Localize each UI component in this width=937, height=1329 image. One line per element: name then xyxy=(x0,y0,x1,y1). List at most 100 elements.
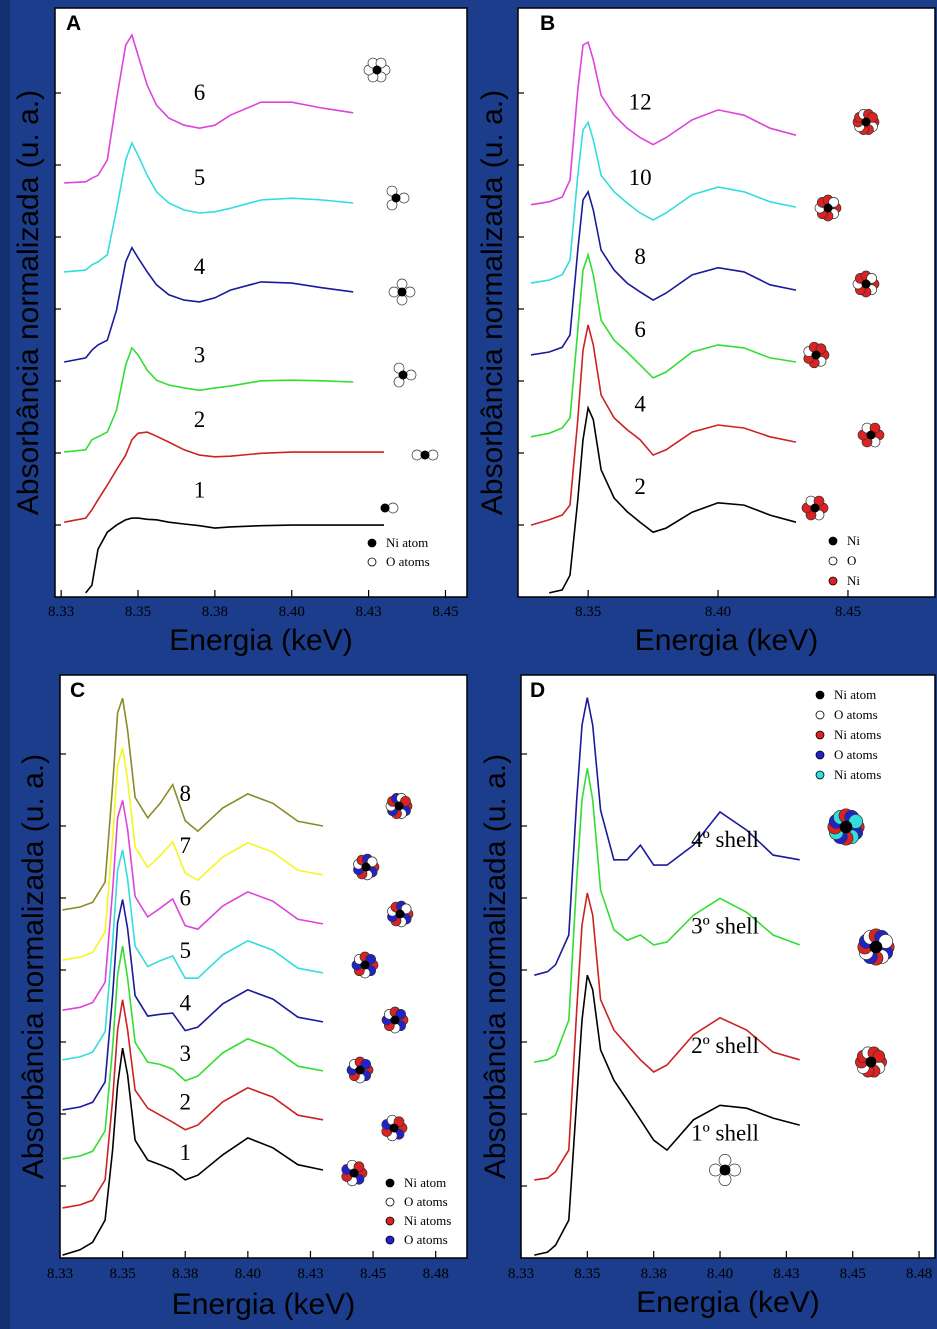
spectrum-line xyxy=(64,33,354,184)
atom xyxy=(361,862,371,872)
legend-marker xyxy=(385,1178,395,1188)
atom xyxy=(353,1161,365,1173)
atom xyxy=(811,350,821,360)
x-axis-label: Energia (keV) xyxy=(635,624,818,657)
panel-label: C xyxy=(70,679,85,702)
legend-label: Ni atoms xyxy=(404,1213,451,1228)
spectrum-line xyxy=(534,892,800,1181)
x-tick-label: 8.43 xyxy=(773,1266,799,1282)
atom xyxy=(389,1123,399,1133)
spectrum-line xyxy=(64,346,354,453)
cluster-icon xyxy=(709,1154,741,1186)
atom xyxy=(395,909,405,919)
atom xyxy=(718,1173,732,1186)
legend-label: O atoms xyxy=(404,1232,448,1247)
x-axis-label: Energia (keV) xyxy=(169,624,352,657)
legend-marker xyxy=(815,770,825,780)
spectrum-line xyxy=(64,245,354,363)
atom xyxy=(400,795,411,807)
atom xyxy=(397,287,407,297)
x-axis-label: Energia (keV) xyxy=(172,1288,355,1321)
curve-label: 7 xyxy=(179,833,191,858)
panel-label: A xyxy=(66,12,81,35)
legend-marker xyxy=(367,557,377,567)
x-tick-label: 8.40 xyxy=(235,1266,261,1282)
cluster-icon xyxy=(855,1046,887,1078)
legend-label: Ni xyxy=(847,573,860,588)
x-tick-label: 8.45 xyxy=(835,604,861,620)
x-tick-label: 8.35 xyxy=(109,1266,135,1282)
curve-label: 2º shell xyxy=(691,1033,759,1058)
atom xyxy=(390,1015,400,1025)
cluster-icon xyxy=(381,1114,408,1142)
spectrum-line xyxy=(62,999,324,1209)
legend-marker xyxy=(815,710,825,720)
cluster-icon xyxy=(814,194,842,222)
panel-label: B xyxy=(540,12,555,35)
curve-label: 6 xyxy=(194,80,206,105)
spectrum-line xyxy=(530,251,797,438)
legend-label: Ni atom xyxy=(834,687,876,702)
y-axis-label: Absorbância normalizada (u. a.) xyxy=(476,90,509,515)
curve-label: 8 xyxy=(634,244,646,269)
spectrum-line xyxy=(62,899,324,1111)
cluster-icon xyxy=(857,422,885,448)
cluster-icon xyxy=(353,853,380,881)
cluster-icon xyxy=(341,1159,368,1187)
cluster-icon xyxy=(386,185,410,211)
cluster-icon xyxy=(351,951,379,979)
spectrum-line xyxy=(62,945,324,1160)
y-axis-label: Absorbância normalizada (u. a.) xyxy=(12,90,45,515)
atom xyxy=(865,1056,877,1068)
curve-label: 3º shell xyxy=(691,913,759,938)
legend-marker xyxy=(815,750,825,760)
legend-marker xyxy=(385,1216,395,1226)
spectrum-line xyxy=(64,140,354,273)
legend-marker xyxy=(815,730,825,740)
x-tick-label: 8.38 xyxy=(641,1266,667,1282)
cluster-icon xyxy=(380,502,399,514)
x-tick-label: 8.40 xyxy=(705,604,731,620)
spectrum-line xyxy=(549,405,797,594)
atom xyxy=(839,820,853,834)
spectrum-line xyxy=(62,849,324,1061)
y-axis-label: Absorbância normalizada (u. a.) xyxy=(17,754,50,1179)
atom xyxy=(372,65,382,75)
x-tick-label: 8.38 xyxy=(202,604,228,620)
cluster-icon xyxy=(381,1006,409,1034)
cluster-icon xyxy=(827,808,865,846)
legend-marker xyxy=(815,690,825,700)
x-tick-label: 8.48 xyxy=(906,1266,932,1282)
legend-label: Ni atoms xyxy=(834,727,881,742)
atom xyxy=(349,1168,359,1178)
y-axis-label: Absorbância normalizada (u. a.) xyxy=(479,754,512,1179)
curve-label: 4 xyxy=(179,991,191,1016)
curve-label: 10 xyxy=(629,165,652,190)
atom xyxy=(355,1065,365,1075)
cluster-icon xyxy=(852,109,880,135)
x-tick-label: 8.45 xyxy=(432,604,458,620)
curve-label: 1 xyxy=(194,478,206,503)
spectrum-line xyxy=(530,324,797,526)
x-tick-label: 8.35 xyxy=(125,604,151,620)
curve-label: 4 xyxy=(194,254,206,279)
x-tick-label: 8.48 xyxy=(423,1266,449,1282)
curve-label: 3 xyxy=(179,1041,191,1066)
curve-label: 5 xyxy=(179,938,191,963)
curve-label: 3 xyxy=(194,342,206,367)
legend-label: O xyxy=(847,553,856,568)
legend-marker xyxy=(828,576,838,586)
x-tick-label: 8.35 xyxy=(575,604,601,620)
spectrum-line xyxy=(64,431,384,523)
legend-marker xyxy=(385,1235,395,1245)
cluster-icon xyxy=(857,928,895,966)
atom xyxy=(360,960,370,970)
curve-label: 6 xyxy=(179,886,191,911)
legend-label: O atoms xyxy=(386,554,430,569)
cluster-icon xyxy=(411,449,439,461)
cluster-icon xyxy=(803,341,830,369)
spectrum-line xyxy=(530,189,797,356)
atom xyxy=(867,111,878,123)
cluster-icon xyxy=(388,278,416,306)
